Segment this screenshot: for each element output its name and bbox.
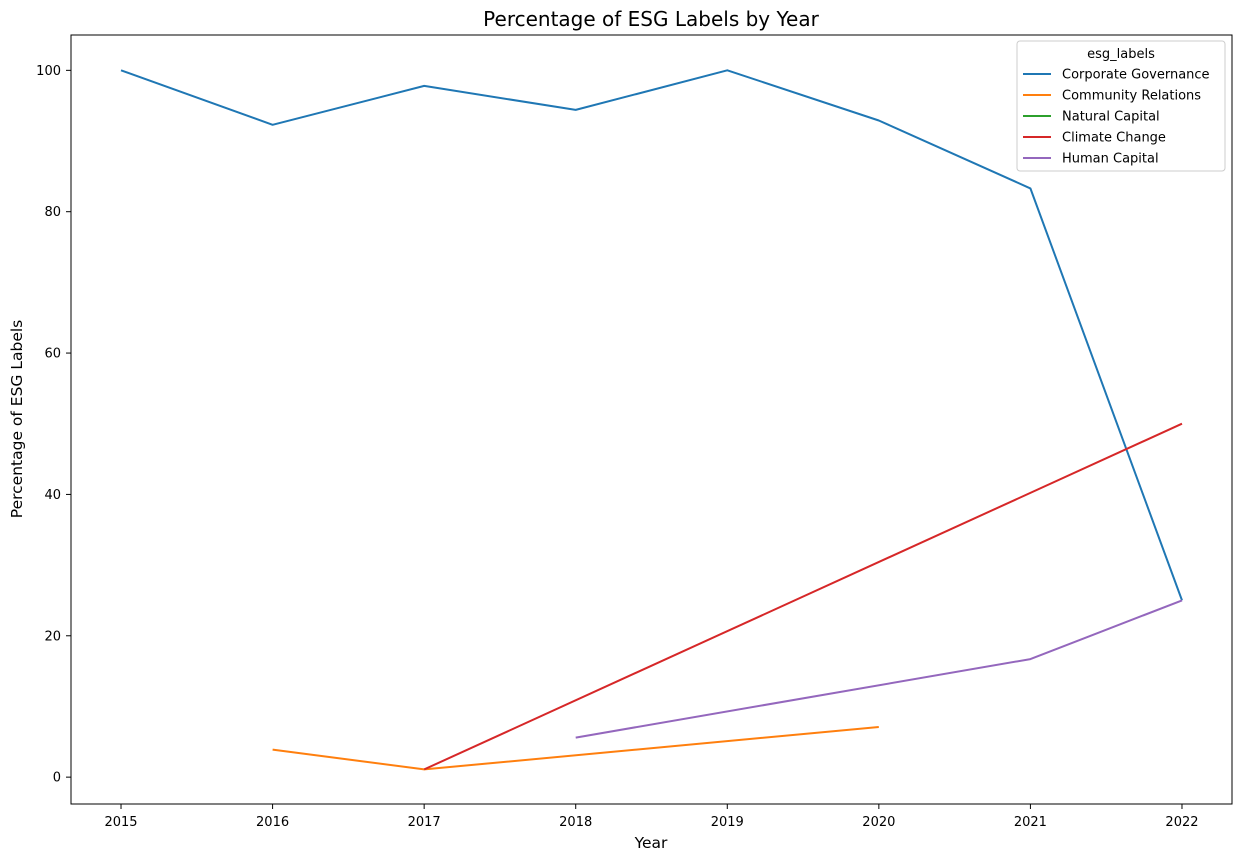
x-tick-label: 2021	[1014, 815, 1047, 830]
legend-label: Community Relations	[1062, 89, 1201, 104]
y-tick-label: 20	[44, 629, 61, 644]
legend-title: esg_labels	[1087, 47, 1155, 62]
legend: esg_labels Corporate Governance Community…	[1016, 40, 1226, 172]
x-tick-label: 2015	[104, 815, 137, 830]
legend-item-natural-capital: Natural Capital	[1023, 110, 1160, 125]
legend-item-corporate-governance: Corporate Governance	[1023, 68, 1210, 83]
x-tick-label: 2022	[1165, 815, 1198, 830]
legend-label: Climate Change	[1062, 131, 1166, 146]
y-axis-label: Percentage of ESG Labels	[8, 320, 26, 518]
legend-item-climate-change: Climate Change	[1023, 131, 1166, 146]
y-tick-label: 0	[53, 771, 61, 786]
legend-item-human-capital: Human Capital	[1023, 152, 1159, 167]
series-line-climate-change	[423, 422, 1183, 771]
legend-label: Corporate Governance	[1062, 68, 1210, 83]
y-axis: 0 20 40 60 80 100	[36, 64, 71, 786]
x-tick-label: 2018	[559, 815, 592, 830]
chart-title: Percentage of ESG Labels by Year	[483, 7, 819, 31]
x-axis: 2015 2016 2017 2018 2019 2020 2021 2022	[104, 804, 1199, 830]
series-line-community-relations	[272, 726, 879, 771]
legend-box	[1016, 40, 1226, 172]
legend-item-community-relations: Community Relations	[1023, 89, 1201, 104]
x-tick-label: 2019	[711, 815, 744, 830]
x-tick-label: 2017	[408, 815, 441, 830]
legend-label: Natural Capital	[1062, 110, 1160, 125]
plot-series	[120, 69, 1183, 771]
legend-items: Corporate Governance Community Relations N…	[1023, 68, 1210, 167]
legend-label: Human Capital	[1062, 152, 1159, 167]
y-tick-label: 60	[44, 347, 61, 362]
x-axis-label: Year	[634, 834, 668, 852]
y-tick-label: 80	[44, 205, 61, 220]
series-line-human-capital	[575, 599, 1183, 739]
y-tick-label: 40	[44, 488, 61, 503]
x-tick-label: 2016	[256, 815, 289, 830]
x-tick-label: 2020	[862, 815, 895, 830]
y-tick-label: 100	[36, 64, 61, 79]
plot-frame	[70, 34, 1233, 805]
series-line-corporate-governance	[120, 69, 1183, 601]
